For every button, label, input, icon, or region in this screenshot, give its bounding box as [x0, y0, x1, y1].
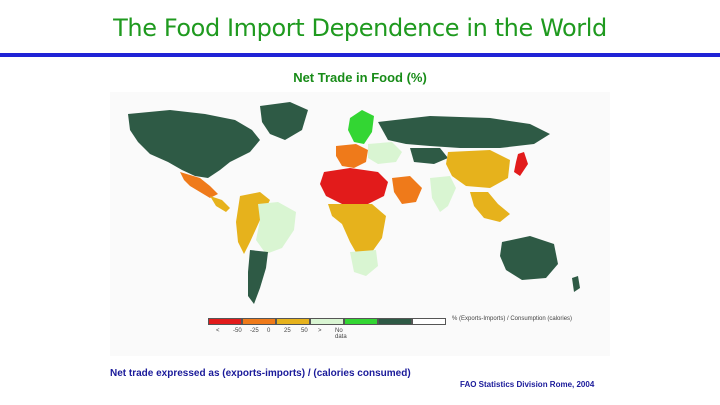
legend-tick: -50 — [233, 328, 242, 334]
region-central-america — [210, 196, 230, 212]
region-eastern-europe — [368, 142, 402, 164]
footnote-formula: Net trade expressed as (exports-imports)… — [110, 368, 411, 379]
legend-tick: < — [216, 328, 220, 334]
legend-swatch — [276, 318, 310, 325]
region-greenland — [260, 102, 308, 140]
legend-tick: No data — [335, 328, 347, 340]
legend-tick: 25 — [284, 328, 291, 334]
region-india — [430, 176, 456, 212]
region-australia — [500, 236, 558, 280]
region-china — [446, 150, 510, 188]
map-heading: Net Trade in Food (%) — [293, 70, 427, 85]
world-map-panel — [110, 92, 610, 356]
legend-tick: -25 — [250, 328, 259, 334]
region-russia — [378, 116, 550, 148]
legend-tick: 50 — [301, 328, 308, 334]
legend-swatch — [378, 318, 412, 325]
region-mexico — [180, 172, 218, 198]
region-japan — [514, 152, 528, 176]
region-north-america — [128, 110, 260, 178]
region-scandinavia — [348, 110, 374, 144]
region-southern-africa — [350, 250, 378, 276]
footnote-source: FAO Statistics Division Rome, 2004 — [460, 380, 595, 389]
region-sub-saharan-africa — [328, 204, 386, 256]
region-new-zealand — [572, 276, 580, 292]
legend-swatch — [344, 318, 378, 325]
region-arabian-peninsula — [392, 176, 422, 204]
region-north-africa — [320, 168, 388, 204]
legend-swatch — [242, 318, 276, 325]
region-kazakhstan — [410, 148, 448, 164]
legend-tick: 0 — [267, 328, 271, 334]
region-southeast-asia — [470, 192, 510, 222]
world-map — [128, 102, 580, 304]
legend-ticks: < -50 -25 0 25 50 > No data — [216, 328, 352, 340]
legend-bar — [208, 318, 446, 325]
legend-swatch — [310, 318, 344, 325]
legend-swatch — [412, 318, 446, 325]
region-argentina — [248, 250, 268, 304]
region-western-europe — [336, 144, 368, 168]
slide-title: The Food Import Dependence in the World — [113, 14, 607, 42]
title-rule — [0, 53, 720, 57]
legend-tick: > — [318, 328, 322, 334]
region-brazil — [256, 202, 296, 254]
legend-swatch — [208, 318, 242, 325]
legend-caption: % (Exports-Imports) / Consumption (calor… — [452, 316, 573, 322]
